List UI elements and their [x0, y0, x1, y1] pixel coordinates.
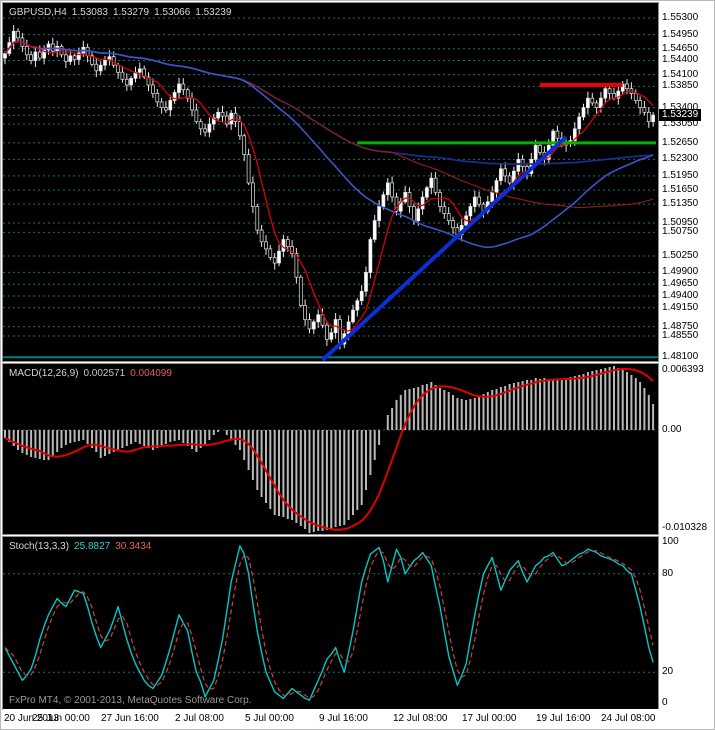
time-axis-label: 20 Jun 2013 — [4, 713, 60, 724]
time-axis-label: 12 Jul 08:00 — [393, 713, 448, 724]
time-axis-label: 5 Jul 00:00 — [245, 713, 294, 724]
symbol-timeframe-label: GBPUSD,H4 — [9, 7, 67, 18]
macd-value-signal: 0.004099 — [130, 368, 172, 379]
stochastic-name: Stoch(13,3,3) — [9, 541, 70, 552]
macd-axis-label: 0.006393 — [662, 364, 704, 375]
time-axis-label: 19 Jul 16:00 — [536, 713, 591, 724]
macd-axis-label: 0.00 — [662, 424, 682, 435]
macd-plot[interactable] — [3, 364, 658, 534]
trend-line[interactable] — [321, 135, 568, 361]
stoch-axis-label: 100 — [662, 536, 679, 547]
ohlc-high: 1.53279 — [112, 7, 150, 18]
price-chart-plot[interactable] — [3, 3, 658, 361]
price-axis-label: 1.52650 — [662, 137, 699, 148]
time-axis-label: 2 Jul 08:00 — [175, 713, 224, 724]
current-price-badge: 1.53239 — [659, 109, 702, 121]
price-axis-label: 1.48750 — [662, 321, 699, 332]
price-axis-label: 1.53850 — [662, 80, 699, 91]
macd-axis-label: -0.010328 — [662, 522, 708, 533]
ohlc-open: 1.53083 — [71, 7, 108, 18]
price-axis-label: 1.52300 — [662, 153, 699, 164]
price-axis-label: 1.49900 — [662, 266, 699, 277]
stochastic-axis[interactable]: 100 80 20 0 — [659, 536, 714, 709]
price-axis-label: 1.51350 — [662, 198, 699, 209]
price-axis-label: 1.50950 — [662, 217, 699, 228]
price-axis-label: 1.53400 — [662, 102, 699, 113]
stoch-axis-label: 80 — [662, 568, 674, 579]
price-axis-label: 1.54950 — [662, 29, 699, 40]
stochastic-label: Stoch(13,3,3) 25.8827 30.3434 — [9, 541, 156, 552]
ohlc-close: 1.53239 — [195, 7, 232, 18]
price-axis-label: 1.49150 — [662, 302, 699, 313]
price-axis-label: 1.54650 — [662, 43, 699, 54]
stochastic-plot[interactable] — [3, 537, 658, 709]
time-axis-label: 27 Jun 16:00 — [101, 713, 159, 724]
time-axis-label: 9 Jul 16:00 — [319, 713, 368, 724]
price-axis-label: 1.55300 — [662, 12, 699, 23]
price-chart-panel: GBPUSD,H4 1.53083 1.53279 1.53066 1.53239 — [3, 3, 658, 361]
macd-name: MACD(12,26,9) — [9, 368, 79, 379]
chart-header: GBPUSD,H4 1.53083 1.53279 1.53066 1.53239 — [9, 7, 236, 18]
price-axis-label: 1.50750 — [662, 226, 699, 237]
price-axis-label: 1.49400 — [662, 290, 699, 301]
price-axis-label: 1.49650 — [662, 278, 699, 289]
macd-indicator-panel: MACD(12,26,9) 0.002571 0.004099 — [3, 364, 658, 534]
stochastic-value-signal: 30.3434 — [115, 541, 152, 552]
price-axis-label: 1.54100 — [662, 69, 699, 80]
time-axis-label: 25 Jun 00:00 — [32, 713, 90, 724]
price-axis-label: 1.54400 — [662, 54, 699, 65]
price-axis-label: 1.50250 — [662, 250, 699, 261]
macd-axis[interactable]: 0.006393 0.00 -0.010328 — [659, 364, 714, 534]
time-axis-label: 24 Jul 08:00 — [601, 713, 656, 724]
price-axis-label: 1.51950 — [662, 170, 699, 181]
stoch-axis-label: 20 — [662, 666, 674, 677]
macd-label: MACD(12,26,9) 0.002571 0.004099 — [9, 368, 177, 379]
time-axis[interactable]: 20 Jun 2013 25 Jun 00:00 27 Jun 16:00 2 Jul… — [3, 709, 714, 729]
price-axis[interactable]: 1.53239 1.55300 1.54950 1.54650 1.54400 1.54… — [659, 3, 714, 362]
price-axis-label: 1.48100 — [662, 351, 699, 362]
ohlc-low: 1.53066 — [154, 7, 191, 18]
stoch-axis-label: 0 — [662, 697, 668, 708]
price-axis-label: 1.48550 — [662, 330, 699, 341]
stochastic-value-main: 25.8827 — [74, 541, 111, 552]
copyright-text: FxPro MT4, © 2001-2013, MetaQuotes Softw… — [9, 695, 252, 706]
price-axis-label: 1.51650 — [662, 184, 699, 195]
macd-value-main: 0.002571 — [83, 368, 126, 379]
time-axis-label: 17 Jul 00:00 — [462, 713, 517, 724]
stochastic-indicator-panel: Stoch(13,3,3) 25.8827 30.3434 FxPro MT4, ©… — [3, 537, 658, 709]
price-axis-label: 1.53050 — [662, 118, 699, 129]
